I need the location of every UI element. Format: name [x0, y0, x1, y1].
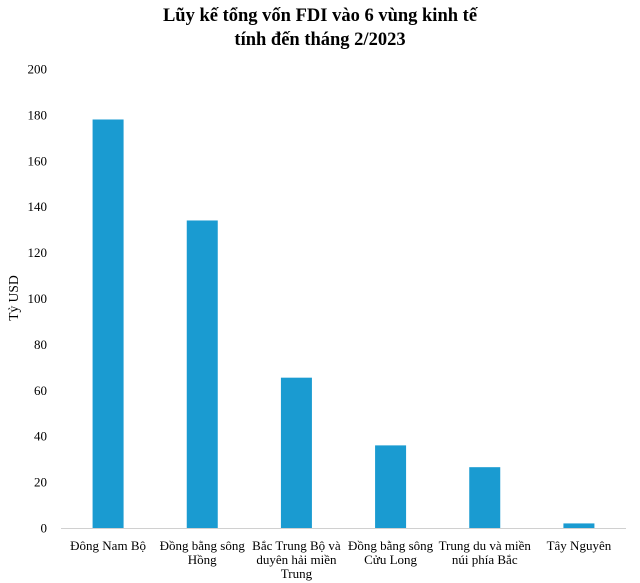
- chart-title: Lũy kế tổng vốn FDI vào 6 vùng kinh tế t…: [0, 4, 640, 52]
- x-category-label: Đồng bằng sông: [348, 538, 434, 553]
- bar: [469, 467, 501, 528]
- bar: [280, 377, 312, 528]
- y-tick-label: 20: [34, 475, 47, 490]
- x-category-label: Đồng bằng sông: [160, 538, 246, 553]
- y-tick-label: 120: [28, 245, 48, 260]
- bar: [92, 119, 124, 529]
- x-category-label: Cửu Long: [364, 552, 417, 567]
- x-category-label: Trung: [281, 566, 313, 581]
- y-tick-label: 80: [34, 337, 47, 352]
- y-tick-label: 160: [28, 153, 48, 168]
- y-axis-ticks: 0 20 40 60 80 100 120 140 160 180 200: [28, 62, 48, 536]
- chart-title-line-2: tính đến tháng 2/2023: [234, 30, 406, 50]
- y-tick-label: 200: [28, 62, 48, 77]
- x-category-label: núi phía Bắc: [452, 552, 518, 567]
- bar: [375, 445, 407, 528]
- bars: [92, 119, 595, 529]
- y-tick-label: 0: [41, 521, 48, 536]
- x-category-label: Trung du và miền: [439, 538, 532, 553]
- x-category-label: Hồng: [188, 552, 217, 567]
- y-tick-label: 60: [34, 383, 47, 398]
- y-tick-label: 140: [28, 199, 48, 214]
- x-category-label: Tây Nguyên: [547, 538, 612, 553]
- bar: [563, 523, 595, 528]
- chart-title-line-1: Lũy kế tổng vốn FDI vào 6 vùng kinh tế: [162, 6, 478, 26]
- y-tick-label: 40: [34, 429, 47, 444]
- y-tick-label: 100: [28, 291, 48, 306]
- bar: [186, 220, 218, 528]
- x-category-label: Bắc Trung Bộ và: [252, 538, 341, 553]
- x-category-label: Đông Nam Bộ: [70, 538, 146, 553]
- y-tick-label: 180: [28, 107, 48, 122]
- x-category-label: duyên hải miền: [256, 552, 337, 567]
- y-axis-label: Tỷ USD: [6, 275, 21, 321]
